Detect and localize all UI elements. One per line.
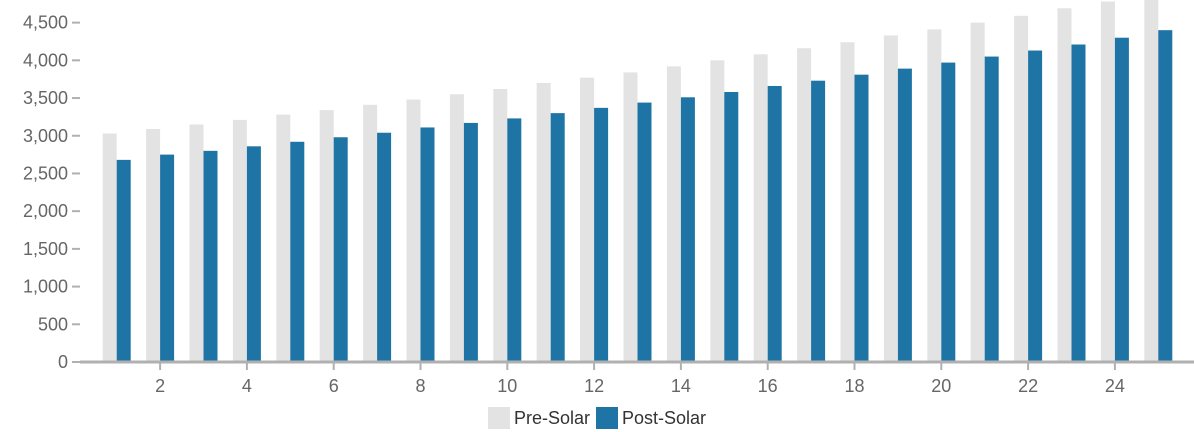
legend-item-pre-solar[interactable]: Pre-Solar (487, 407, 590, 429)
bar-pre-solar-12 (580, 77, 595, 362)
x-tick-label: 18 (844, 376, 864, 396)
bar-post-solar-7 (377, 132, 392, 362)
y-tick-label: 2,000 (23, 201, 68, 221)
bar-pre-solar-16 (753, 54, 768, 363)
bar-pre-solar-6 (319, 110, 334, 362)
bar-post-solar-19 (897, 68, 912, 363)
bar-pre-solar-13 (623, 72, 638, 363)
legend: Pre-Solar Post-Solar (0, 404, 1194, 432)
bar-post-solar-9 (463, 122, 478, 362)
bar-post-solar-5 (290, 141, 305, 362)
x-tick-label: 12 (584, 376, 604, 396)
x-axis: 2 4 6 8 10 12 14 16 18 20 22 24 (80, 360, 1194, 396)
y-axis: 0 500 1,000 1,500 2,000 2,500 3,000 3,500 4,000 4… (23, 13, 80, 372)
x-tick-label: 8 (415, 376, 425, 396)
bar-post-solar-18 (854, 74, 869, 362)
bar-post-solar-20 (941, 62, 956, 363)
legend-label-post-solar: Post-Solar (621, 407, 707, 428)
bar-pre-solar-15 (710, 60, 725, 362)
bar-post-solar-10 (507, 118, 522, 362)
bar-post-solar-17 (811, 80, 826, 362)
bar-pre-solar-7 (363, 104, 378, 363)
bar-post-solar-21 (984, 56, 999, 362)
y-tick-label: 4,500 (23, 13, 68, 33)
y-tick-label: 0 (58, 352, 68, 372)
bar-pre-solar-1 (102, 133, 117, 362)
bar-pre-solar-3 (189, 124, 204, 362)
bar-post-solar-14 (680, 97, 695, 362)
bar-chart: 0 500 1,000 1,500 2,000 2,500 3,000 3,500 4,000 4… (23, 0, 1194, 396)
bar-pre-solar-19 (883, 35, 898, 363)
x-tick-label: 4 (242, 376, 252, 396)
x-tick-label: 22 (1018, 376, 1038, 396)
bar-post-solar-1 (116, 159, 131, 362)
bar-pre-solar-23 (1057, 8, 1072, 362)
bar-post-solar-16 (767, 85, 782, 362)
bar-pre-solar-9 (449, 94, 464, 362)
bar-pre-solar-4 (232, 119, 247, 362)
bar-post-solar-3 (203, 150, 218, 362)
bar-pre-solar-5 (276, 114, 291, 362)
bar-pre-solar-14 (666, 66, 681, 362)
legend-label-pre-solar: Pre-Solar (513, 407, 590, 428)
bars (102, 0, 1173, 363)
bar-post-solar-13 (637, 102, 652, 363)
bar-pre-solar-22 (1014, 15, 1029, 363)
legend-swatch-post-solar (595, 407, 618, 429)
bar-post-solar-25 (1158, 30, 1173, 363)
bar-pre-solar-2 (146, 128, 161, 362)
legend-swatch-pre-solar (487, 407, 510, 429)
x-tick-label: 6 (329, 376, 339, 396)
bar-post-solar-22 (1028, 50, 1043, 362)
y-tick-label: 3,000 (23, 126, 68, 146)
bar-pre-solar-24 (1100, 1, 1115, 363)
bar-post-solar-24 (1114, 37, 1129, 362)
bar-pre-solar-8 (406, 99, 421, 363)
bar-post-solar-12 (594, 107, 609, 363)
bar-post-solar-2 (160, 154, 175, 362)
y-tick-label: 2,500 (23, 163, 68, 183)
bar-pre-solar-10 (493, 88, 508, 362)
y-tick-label: 500 (38, 314, 68, 334)
x-tick-label: 16 (758, 376, 778, 396)
bar-pre-solar-17 (797, 48, 812, 363)
bar-post-solar-6 (333, 137, 348, 362)
bar-post-solar-8 (420, 127, 435, 363)
bar-pre-solar-21 (970, 22, 985, 362)
x-tick-label: 2 (155, 376, 165, 396)
x-tick-label: 14 (671, 376, 691, 396)
bar-pre-solar-25 (1144, 0, 1159, 362)
y-tick-label: 1,000 (23, 277, 68, 297)
x-tick-label: 24 (1105, 376, 1125, 396)
x-tick-label: 10 (497, 376, 517, 396)
y-tick-label: 1,500 (23, 239, 68, 259)
x-tick-label: 20 (931, 376, 951, 396)
bar-pre-solar-11 (536, 82, 551, 362)
bar-pre-solar-20 (927, 29, 942, 362)
bar-post-solar-15 (724, 92, 739, 362)
bar-post-solar-23 (1071, 44, 1086, 362)
bar-post-solar-4 (246, 146, 261, 362)
y-tick-label: 4,000 (23, 50, 68, 70)
legend-item-post-solar[interactable]: Post-Solar (595, 407, 707, 429)
bar-pre-solar-18 (840, 42, 855, 362)
y-tick-label: 3,500 (23, 88, 68, 108)
bar-post-solar-11 (550, 113, 565, 362)
